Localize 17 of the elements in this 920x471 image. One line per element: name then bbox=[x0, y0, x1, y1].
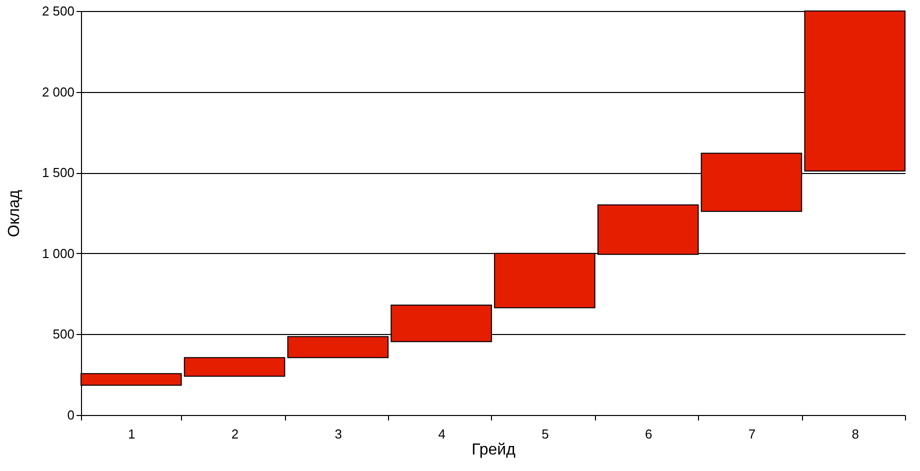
x-tick-label: 5 bbox=[542, 426, 549, 442]
bar bbox=[184, 357, 286, 377]
x-tick-label: 6 bbox=[644, 426, 652, 442]
x-tick-label: 2 bbox=[231, 426, 239, 442]
y-tick-label: 2 500 bbox=[42, 4, 74, 18]
x-tick-label: 7 bbox=[748, 426, 756, 442]
y-tick-label: 2 000 bbox=[42, 84, 74, 100]
x-tick-label: 3 bbox=[334, 426, 342, 442]
x-tick-label: 8 bbox=[852, 426, 859, 442]
x-tick-label: 4 bbox=[438, 426, 446, 442]
y-tick-label: 1 500 bbox=[42, 165, 74, 180]
x-axis-title: Грейд bbox=[472, 442, 516, 458]
x-tick-label: 1 bbox=[128, 426, 136, 442]
y-axis-title: Оклад bbox=[6, 189, 23, 238]
y-tick-label: 500 bbox=[52, 326, 74, 342]
y-tick-label: 1 000 bbox=[42, 246, 74, 261]
y-tick-label: 0 bbox=[67, 408, 74, 422]
